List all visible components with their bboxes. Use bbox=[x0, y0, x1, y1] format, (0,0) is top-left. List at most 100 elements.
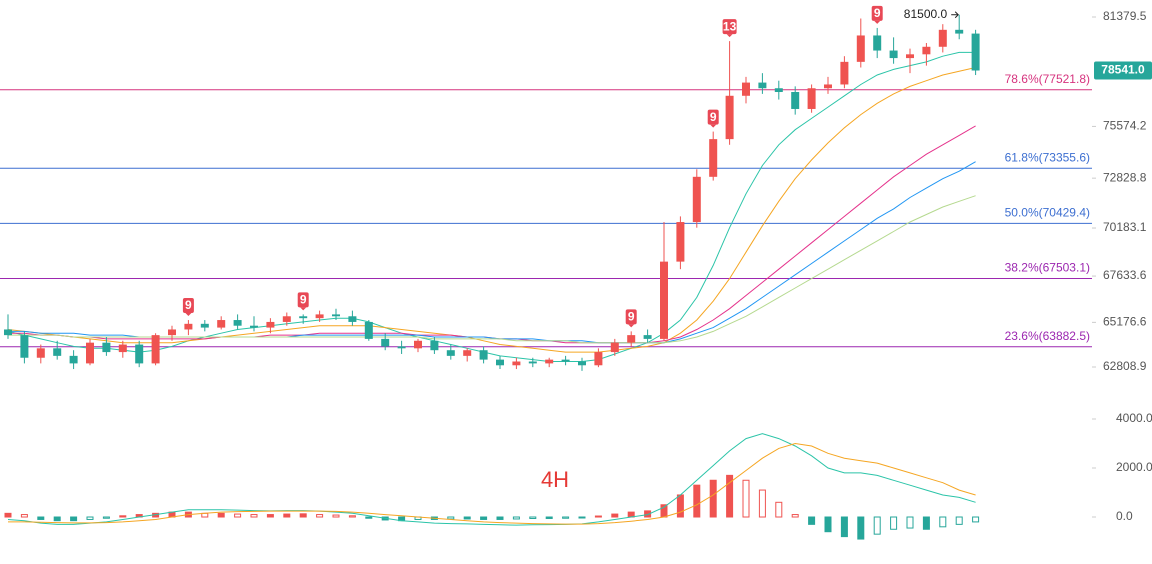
macd-bar bbox=[676, 494, 684, 518]
candle-body bbox=[414, 340, 422, 349]
candle-body bbox=[463, 350, 472, 356]
candle-body bbox=[479, 350, 488, 360]
candle-body bbox=[184, 323, 193, 330]
last-price-box bbox=[1094, 61, 1152, 80]
macd-line bbox=[7, 433, 976, 526]
candle-body bbox=[856, 35, 865, 62]
candle-body bbox=[692, 176, 701, 223]
macd-bar bbox=[234, 513, 242, 518]
macd-bar bbox=[906, 516, 914, 529]
high-marker-label: 81500.0 bbox=[904, 7, 948, 21]
macd-bar bbox=[299, 513, 307, 518]
macd-bar bbox=[955, 516, 963, 525]
td-count: 13 bbox=[723, 19, 737, 33]
macd-bar bbox=[939, 516, 947, 528]
candle-body bbox=[971, 33, 980, 71]
candle-body bbox=[102, 342, 111, 353]
td-marker bbox=[707, 109, 719, 125]
td-count: 9 bbox=[300, 293, 307, 307]
macd-bar bbox=[496, 516, 504, 520]
candle-body bbox=[791, 92, 800, 109]
td-pointer bbox=[300, 307, 307, 311]
candle-body bbox=[906, 54, 914, 59]
y-tick-label: 65176.6 bbox=[1103, 315, 1147, 329]
y-tick-label: 75574.2 bbox=[1103, 119, 1147, 133]
td-pointer bbox=[874, 20, 881, 24]
candle-body bbox=[168, 329, 176, 336]
candle-body bbox=[824, 84, 832, 89]
candle-body bbox=[627, 335, 636, 343]
td-marker bbox=[871, 5, 883, 21]
candle-body bbox=[512, 361, 521, 366]
candle-body bbox=[364, 321, 373, 339]
candle-body bbox=[430, 340, 439, 351]
candle-body bbox=[332, 314, 340, 317]
macd-bar bbox=[266, 514, 274, 518]
macd-bar bbox=[332, 514, 340, 518]
candle-body bbox=[742, 82, 750, 96]
y-tick-label: 81379.5 bbox=[1103, 9, 1147, 23]
macd-bar bbox=[709, 479, 717, 518]
candle-body bbox=[36, 348, 45, 358]
macd-bar bbox=[365, 516, 373, 519]
macd-bar bbox=[545, 516, 553, 519]
candle-body bbox=[676, 222, 685, 262]
macd-line bbox=[8, 442, 976, 525]
candle-body bbox=[282, 316, 291, 322]
candle-body bbox=[381, 338, 390, 347]
macd-bar bbox=[37, 516, 45, 520]
macd-bar bbox=[53, 516, 61, 522]
macd-bar bbox=[20, 514, 28, 518]
candle-body bbox=[53, 348, 62, 356]
candle-body bbox=[938, 29, 947, 47]
td-pointer bbox=[726, 34, 733, 38]
macd-bar bbox=[4, 512, 12, 518]
y-tick-label: 72828.8 bbox=[1103, 170, 1147, 184]
candle-body bbox=[315, 314, 324, 319]
td-count: 9 bbox=[628, 310, 635, 324]
candle-body bbox=[889, 50, 898, 59]
td-marker bbox=[297, 292, 309, 308]
candle-body bbox=[709, 139, 718, 177]
candle-body bbox=[348, 316, 357, 322]
macd-bar bbox=[447, 516, 455, 520]
candle-body bbox=[20, 335, 29, 358]
candle-body bbox=[643, 335, 652, 339]
macd-bar bbox=[578, 516, 586, 519]
macd-bar bbox=[611, 513, 619, 518]
macd-bar bbox=[873, 516, 881, 535]
last-price-label: 78541.0 bbox=[1101, 63, 1145, 77]
macd-bar bbox=[562, 516, 570, 519]
fib-label: 50.0%(70429.4) bbox=[1005, 206, 1090, 220]
macd-bar bbox=[512, 516, 520, 520]
td-pointer bbox=[710, 124, 717, 128]
candle-body bbox=[446, 350, 455, 356]
macd-bar bbox=[463, 516, 471, 520]
y-tick-label: 67633.6 bbox=[1103, 268, 1147, 282]
candle-body bbox=[545, 359, 554, 364]
td-marker bbox=[625, 309, 637, 325]
moving-average bbox=[8, 195, 976, 344]
macd-bar bbox=[890, 516, 898, 530]
candle-body bbox=[397, 346, 406, 349]
candle-body bbox=[660, 261, 668, 339]
y-tick-label: 0.0 bbox=[1116, 509, 1133, 523]
macd-bar bbox=[217, 512, 225, 518]
candle-body bbox=[69, 355, 78, 364]
td-count: 9 bbox=[185, 298, 192, 312]
moving-average bbox=[7, 51, 976, 362]
candle-body bbox=[578, 361, 586, 366]
candle-body bbox=[758, 82, 767, 89]
fib-label: 78.6%(77521.8) bbox=[1005, 72, 1090, 86]
candle-body bbox=[4, 329, 12, 336]
candle-body bbox=[250, 325, 258, 328]
candle-body bbox=[217, 320, 226, 328]
macd-bar bbox=[824, 516, 832, 533]
candle-body bbox=[807, 88, 816, 109]
macd-bar bbox=[726, 474, 734, 518]
macd-bar bbox=[857, 516, 865, 540]
macd-bar bbox=[594, 515, 602, 518]
macd-bar bbox=[529, 516, 537, 519]
macd-bar bbox=[480, 516, 488, 520]
candle-body bbox=[561, 359, 570, 362]
